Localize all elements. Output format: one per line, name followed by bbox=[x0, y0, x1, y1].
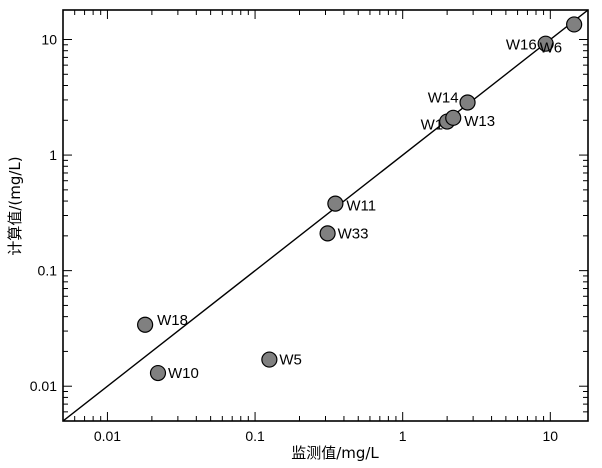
data-point-w33 bbox=[319, 225, 336, 242]
y-tick-label: 1 bbox=[49, 147, 57, 163]
x-tick-label: 10 bbox=[543, 428, 559, 444]
y-axis-label: 计算值/(mg/L) bbox=[6, 156, 24, 255]
data-point-w11 bbox=[327, 195, 344, 212]
reference-line-1to1 bbox=[63, 10, 588, 421]
data-point-w10 bbox=[149, 364, 167, 382]
data-label-w14: W14 bbox=[428, 90, 459, 107]
x-axis-label: 监测值/mg/L bbox=[291, 444, 379, 462]
plot-area: 0.01 0.1 1 10 0.01 0.1 1 10 W18 W10 W5 W33 W11 W1 W13 W… bbox=[30, 9, 589, 444]
data-label-w6: W6 bbox=[540, 39, 563, 56]
data-point-w16 bbox=[537, 35, 554, 52]
data-point-w5 bbox=[261, 351, 278, 368]
data-label-w18: W18 bbox=[157, 312, 188, 329]
data-label-w1: W1 bbox=[421, 117, 444, 134]
data-point-w14 bbox=[459, 94, 476, 111]
y-tick-label: 0.01 bbox=[30, 378, 57, 394]
x-tick-label: 0.01 bbox=[94, 428, 121, 444]
data-label-w16: W16 bbox=[506, 37, 537, 54]
y-tick-label: 0.1 bbox=[38, 263, 58, 279]
data-label-w33: W33 bbox=[338, 225, 369, 242]
x-tick-label: 0.1 bbox=[245, 428, 265, 444]
data-point-w18 bbox=[137, 316, 154, 333]
data-label-w10: W10 bbox=[168, 365, 199, 382]
data-label-w13: W13 bbox=[464, 113, 495, 130]
data-point-w13 bbox=[445, 109, 462, 126]
x-tick-label: 1 bbox=[399, 428, 407, 444]
data-point-w6 bbox=[566, 16, 583, 33]
y-tick-label: 10 bbox=[41, 32, 57, 48]
data-label-w5: W5 bbox=[279, 352, 302, 369]
data-label-w11: W11 bbox=[346, 198, 376, 215]
